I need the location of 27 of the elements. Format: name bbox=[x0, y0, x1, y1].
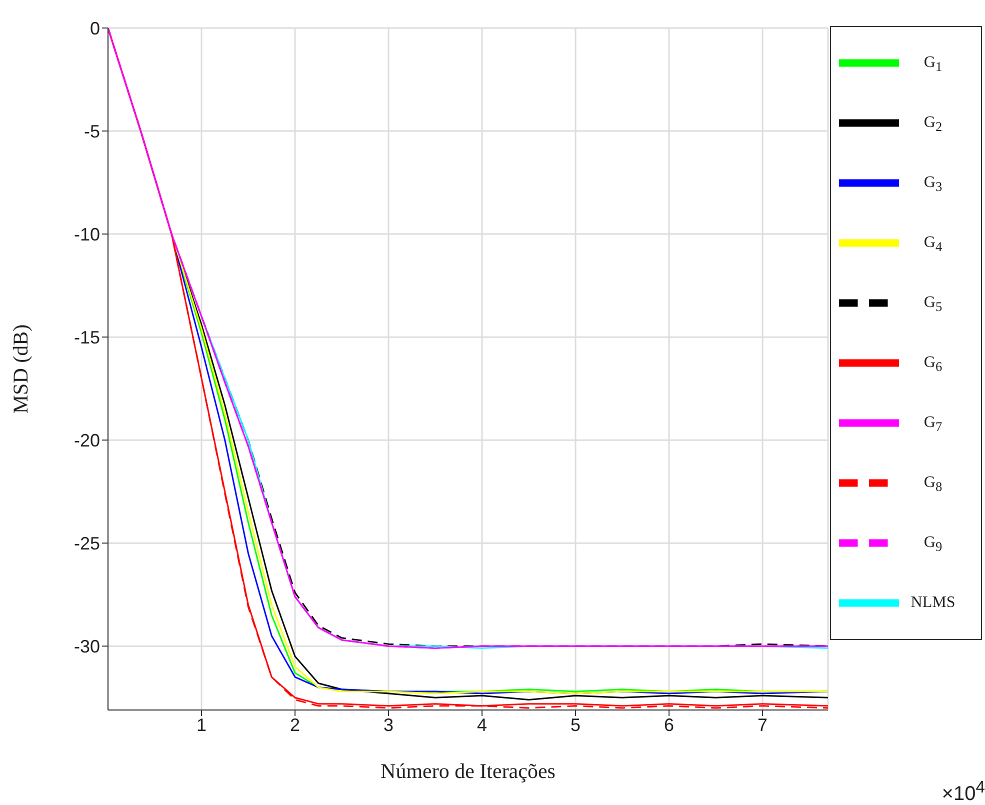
legend-label: G$_{1}$ bbox=[924, 54, 942, 74]
y-tick-label: -20 bbox=[74, 430, 100, 450]
y-tick-label: -15 bbox=[74, 327, 100, 348]
legend-label: G$_{6}$ bbox=[924, 354, 942, 374]
x-tick-label: 2 bbox=[290, 714, 300, 735]
legend-label: G$_{7}$ bbox=[924, 414, 942, 434]
legend-label: G$_{4}$ bbox=[924, 234, 942, 254]
x-tick-label: 4 bbox=[477, 714, 488, 735]
x-tick-label: 6 bbox=[664, 714, 674, 735]
x-axis-title: Número de Iterações bbox=[380, 759, 556, 783]
legend-label: G$_{2}$ bbox=[924, 114, 942, 134]
x-tick-label: 7 bbox=[758, 714, 768, 735]
x-tick-label: 1 bbox=[196, 714, 207, 735]
y-tick-label: -25 bbox=[74, 533, 100, 554]
y-tick-label: -30 bbox=[74, 636, 100, 657]
y-tick-label: -10 bbox=[74, 224, 100, 244]
legend-label: G$_{3}$ bbox=[924, 174, 942, 194]
x-tick-label: 5 bbox=[570, 714, 581, 735]
legend-label: NLMS bbox=[910, 594, 956, 611]
y-tick-label: 0 bbox=[90, 18, 100, 38]
text: ×10$^{4}$ bbox=[942, 777, 985, 805]
x-tick-label: 3 bbox=[384, 714, 394, 735]
y-tick-label: -5 bbox=[84, 121, 100, 142]
legend-label: G$_{9}$ bbox=[924, 534, 942, 554]
legend-label: G$_{5}$ bbox=[924, 294, 942, 314]
legend-label: G$_{8}$ bbox=[924, 474, 942, 494]
y-axis-title: MSD (dB) bbox=[8, 324, 32, 414]
